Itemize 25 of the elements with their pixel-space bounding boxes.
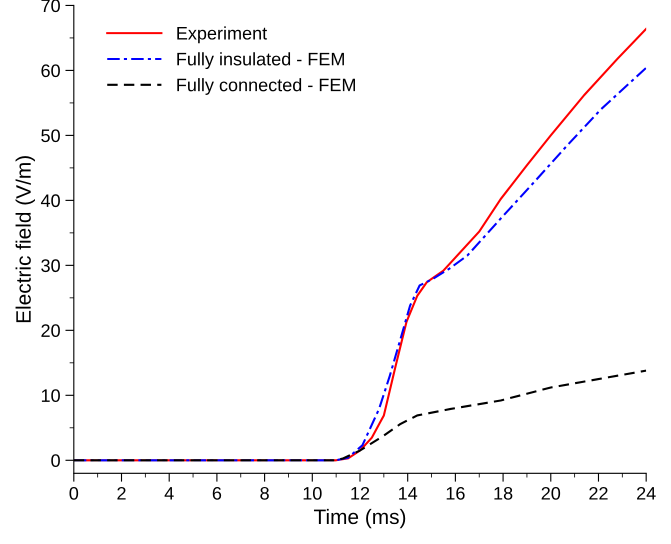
- x-tick-label: 18: [494, 486, 512, 500]
- x-tick-label: 14: [399, 487, 418, 500]
- x-tick-label: 10: [304, 486, 322, 500]
- y-tick-label: 60: [41, 64, 60, 78]
- x-tick-label: 22: [589, 486, 608, 500]
- x-tick-label: 16: [446, 486, 465, 500]
- x-tick-label: 4: [164, 487, 174, 500]
- y-axis-title: Electric field (V/m): [16, 156, 35, 322]
- x-tick-label: 20: [542, 486, 560, 500]
- legend-label: Fully insulated - FEM: [177, 52, 344, 70]
- y-tick-label: 50: [41, 129, 60, 142]
- x-axis-title: Time (ms): [314, 508, 406, 528]
- x-tick-label: 12: [351, 486, 370, 500]
- y-tick-label: 20: [41, 324, 60, 338]
- y-tick-label: 0: [51, 454, 60, 468]
- x-tick-label: 24: [637, 486, 656, 500]
- x-tick-label: 8: [260, 486, 269, 500]
- y-tick-label: 40: [40, 194, 60, 208]
- legend-label: Experiment: [177, 26, 268, 44]
- x-tick-label: 0: [69, 486, 78, 500]
- legend-label: Fully connected - FEM: [177, 78, 355, 95]
- x-tick-label: 2: [117, 486, 126, 500]
- y-tick-label: 30: [41, 259, 60, 272]
- x-tick-label: 6: [212, 486, 222, 500]
- y-tick-label: 10: [42, 389, 60, 402]
